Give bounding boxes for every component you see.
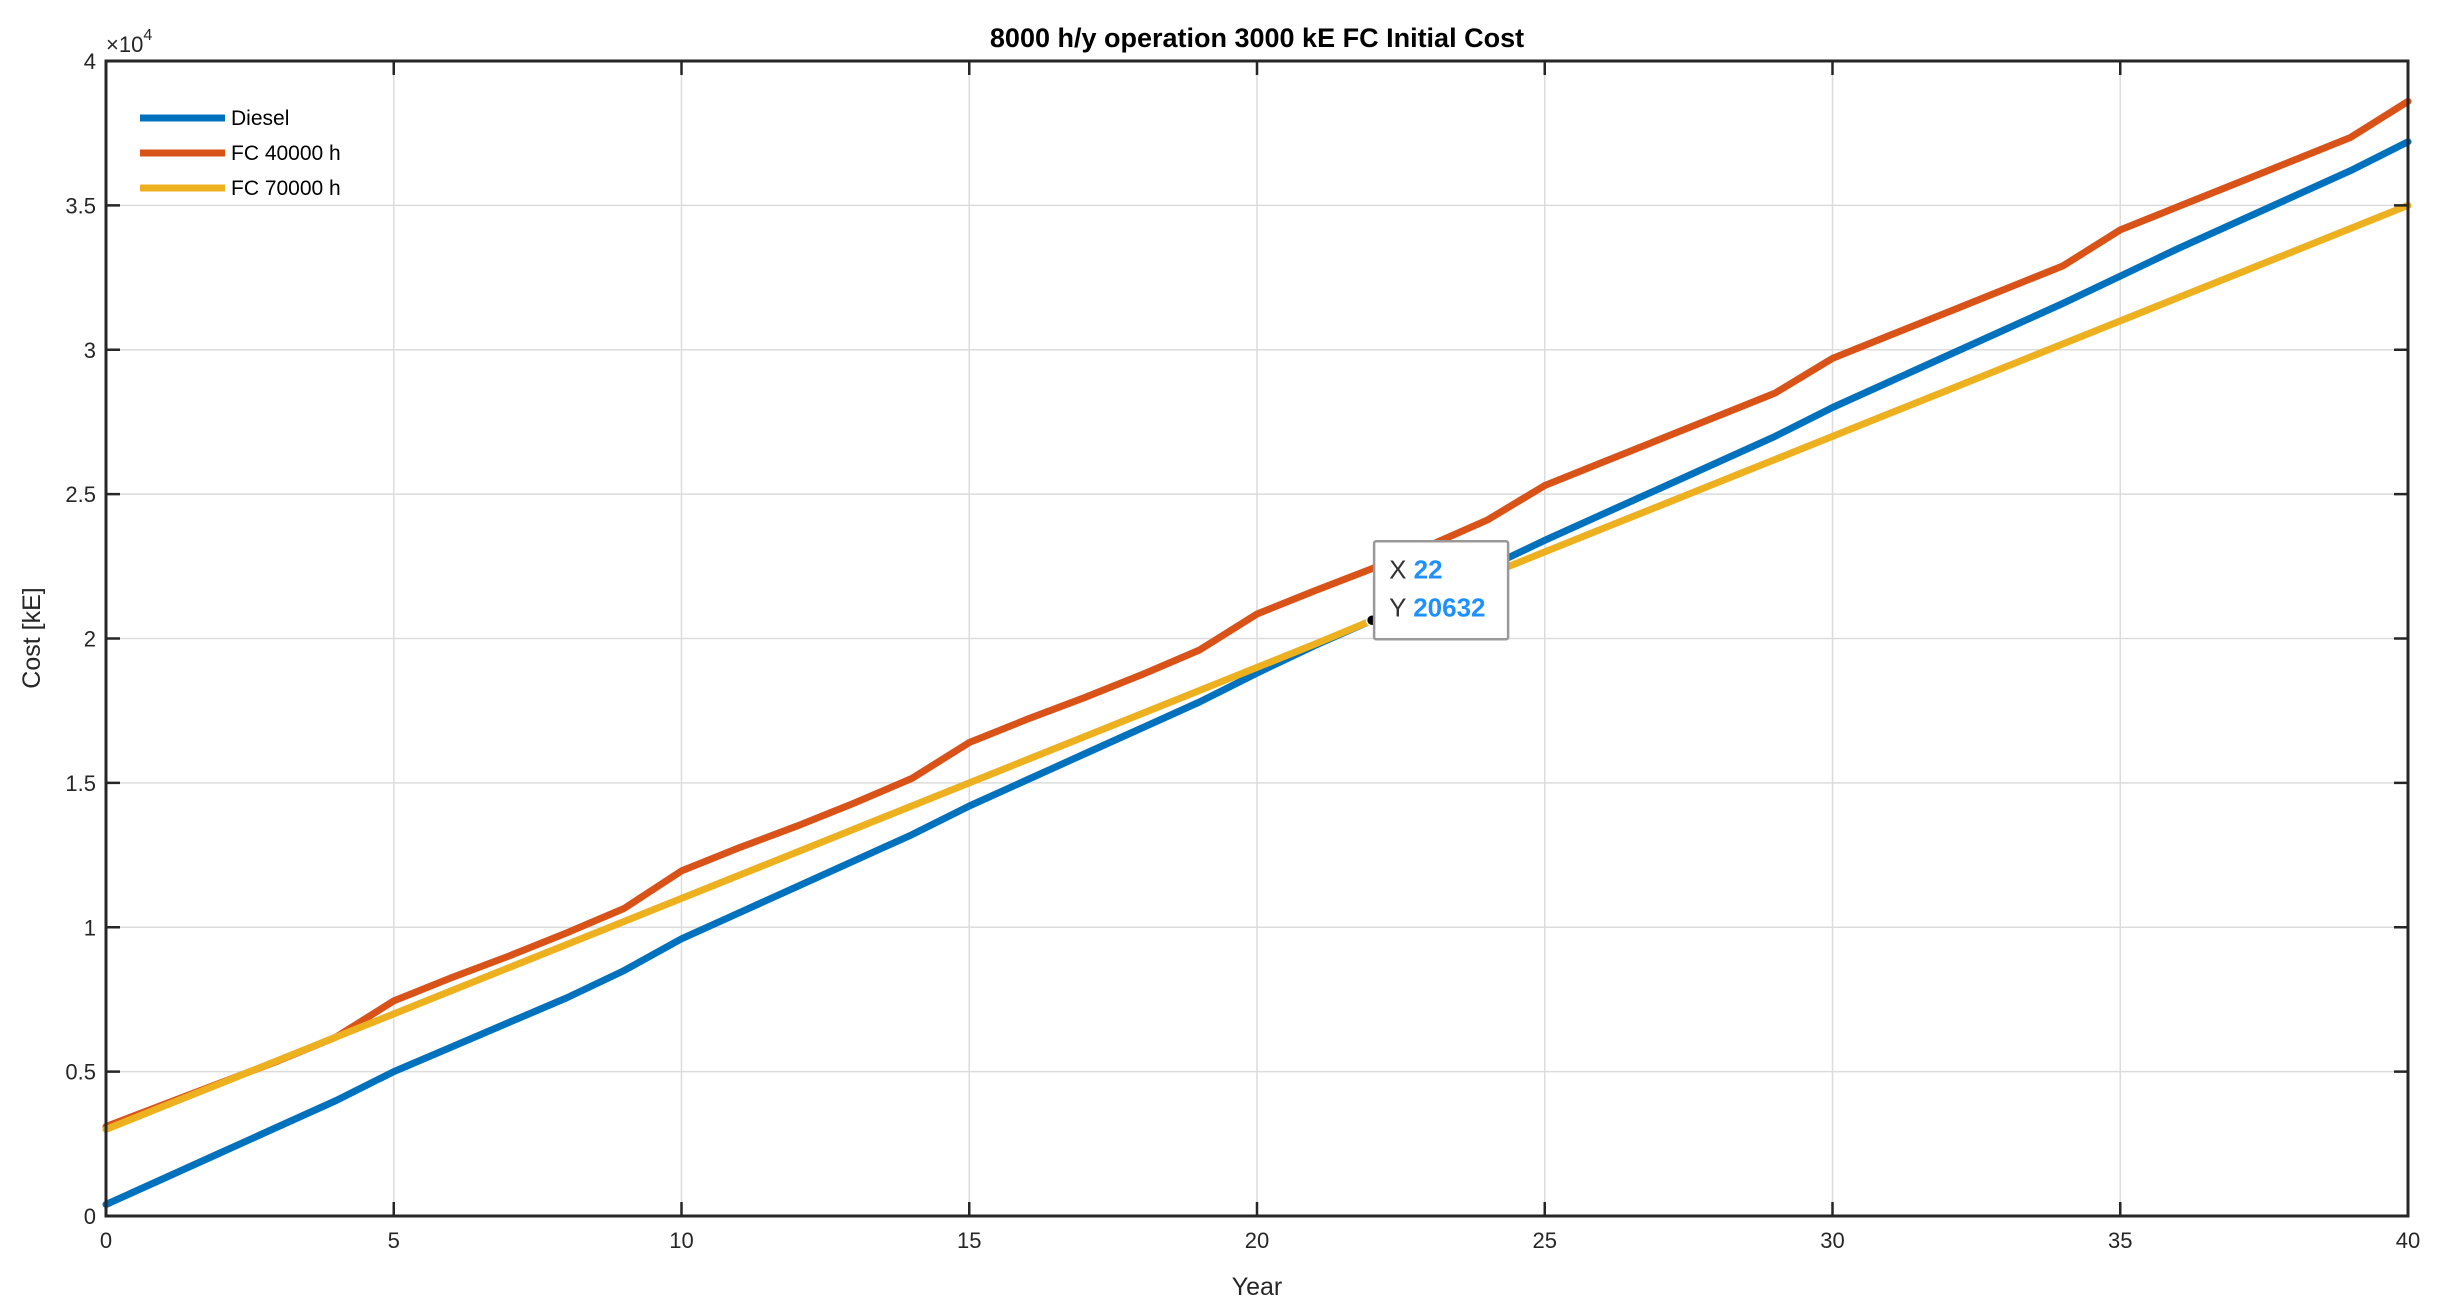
y-axis-label: Cost [kE] xyxy=(18,587,46,688)
y-tick-labels: 0 0.5 1 1.5 2 2.5 3 3.5 4 xyxy=(65,49,96,1229)
x-tick-label: 25 xyxy=(1533,1228,1557,1253)
x-tick-label: 10 xyxy=(669,1228,693,1253)
legend-label-fc-40000-h: FC 40000 h xyxy=(231,142,341,165)
datatip-box xyxy=(1372,540,1510,641)
x-tick-label: 20 xyxy=(1245,1228,1269,1253)
legend-label-diesel: Diesel xyxy=(231,107,289,130)
legend[interactable]: Diesel FC 40000 h FC 70000 h xyxy=(140,107,341,200)
series-line-diesel[interactable] xyxy=(102,138,2412,1208)
x-tick-label: 5 xyxy=(388,1228,400,1253)
datatip-y-value: 20632 xyxy=(1413,592,1485,622)
y-exponent-label: ×104 xyxy=(106,27,152,57)
y-tick-label: 3.5 xyxy=(65,193,96,218)
x-tick-labels: 0 5 10 15 20 25 30 35 40 xyxy=(100,1228,2420,1253)
chart-title: 8000 h/y operation 3000 kE FC Initial Co… xyxy=(990,23,1524,53)
x-tick-label: 40 xyxy=(2396,1228,2420,1253)
series-line-fc-40000-h[interactable] xyxy=(102,97,2412,1130)
x-tick-label: 15 xyxy=(957,1228,981,1253)
y-tick-label: 3 xyxy=(84,338,96,363)
datatip[interactable]: X 22Y 20632 xyxy=(1365,540,1510,641)
x-tick-label: 30 xyxy=(1820,1228,1844,1253)
tick-marks xyxy=(104,59,2410,1218)
datatip-x-row: X 22 xyxy=(1389,554,1443,584)
grid-lines xyxy=(106,61,2408,1216)
x-tick-label: 0 xyxy=(100,1228,112,1253)
y-tick-label: 0.5 xyxy=(65,1060,96,1085)
x-tick-label: 35 xyxy=(2108,1228,2132,1253)
series-line-fc-70000-h[interactable] xyxy=(102,201,2412,1133)
y-tick-label: 1 xyxy=(84,915,96,940)
datatip-y-label: Y xyxy=(1389,592,1413,622)
datatip-x-label: X xyxy=(1389,554,1414,584)
y-tick-label: 2.5 xyxy=(65,482,96,507)
legend-label-fc-70000-h: FC 70000 h xyxy=(231,177,341,200)
x-axis-label: Year xyxy=(1232,1273,1283,1301)
datatip-x-value: 22 xyxy=(1414,554,1443,584)
y-tick-label: 1.5 xyxy=(65,771,96,796)
series-layer xyxy=(102,97,2412,1208)
y-tick-label: 2 xyxy=(84,627,96,652)
y-tick-label: 0 xyxy=(84,1204,96,1229)
y-tick-label: 4 xyxy=(84,49,96,74)
datatip-y-row: Y 20632 xyxy=(1389,592,1485,622)
